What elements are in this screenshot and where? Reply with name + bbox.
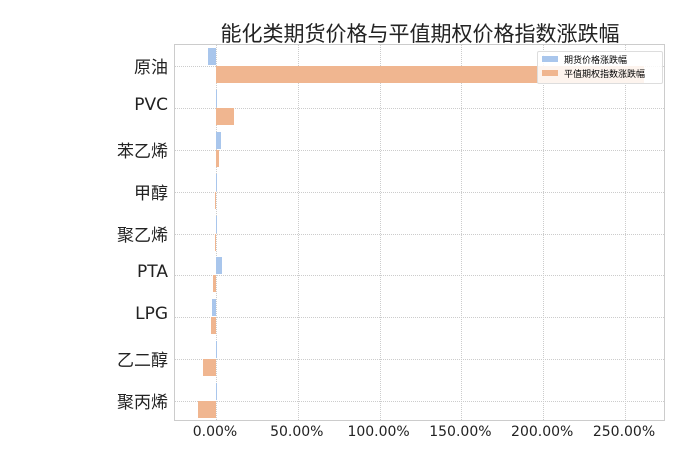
- gridline-horizontal: [175, 401, 664, 403]
- legend: 期货价格涨跌幅 平值期权指数涨跌幅: [537, 51, 663, 84]
- legend-label: 期货价格涨跌幅: [564, 55, 628, 66]
- gridline-vertical: [625, 45, 626, 420]
- legend-label: 平值期权指数涨跌幅: [564, 69, 646, 80]
- gridline-horizontal: [175, 359, 664, 361]
- bar-futures: [216, 131, 221, 149]
- bar-futures: [216, 173, 217, 191]
- bar-futures: [216, 215, 217, 233]
- x-tick-label: 50.00%: [270, 424, 324, 440]
- gridline-vertical: [216, 45, 217, 420]
- x-tick-label: 250.00%: [592, 424, 656, 440]
- bar-options: [214, 233, 216, 251]
- y-tick-label: 苯乙烯: [117, 141, 168, 162]
- plot-area: [174, 44, 665, 421]
- gridline-horizontal: [175, 149, 664, 151]
- legend-swatch-options: [542, 70, 558, 76]
- gridline-horizontal: [175, 275, 664, 277]
- bar-options: [216, 107, 234, 125]
- bar-futures: [216, 89, 217, 107]
- y-tick-label: 甲醇: [134, 183, 168, 204]
- y-tick-label: PTA: [137, 262, 168, 283]
- x-tick-label: 0.00%: [192, 424, 238, 440]
- x-tick-label: 200.00%: [511, 424, 574, 440]
- x-tick-label: 100.00%: [347, 424, 410, 440]
- gridline-horizontal: [175, 233, 664, 235]
- bar-options: [210, 317, 216, 335]
- bar-futures: [208, 47, 216, 65]
- legend-swatch-futures: [542, 56, 558, 62]
- bar-options: [215, 191, 217, 209]
- y-tick-label: 聚丙烯: [117, 393, 168, 414]
- bar-options: [216, 149, 220, 167]
- legend-item-futures: 期货价格涨跌幅: [538, 52, 662, 66]
- bar-options: [198, 401, 216, 419]
- bar-options: [216, 65, 644, 83]
- bar-options: [212, 275, 216, 293]
- y-tick-label: 聚乙烯: [117, 225, 168, 246]
- bar-futures: [216, 383, 217, 401]
- bar-futures: [216, 257, 222, 275]
- gridline-horizontal: [175, 107, 664, 109]
- gridline-horizontal: [175, 191, 664, 193]
- gridline-vertical: [379, 45, 381, 420]
- y-tick-label: 乙二醇: [117, 351, 168, 372]
- y-tick-label: 原油: [134, 57, 168, 78]
- y-tick-label: PVC: [134, 94, 168, 115]
- gridline-horizontal: [175, 317, 664, 319]
- bar-futures: [211, 299, 216, 317]
- legend-item-options: 平值期权指数涨跌幅: [538, 66, 662, 80]
- bar-options: [202, 359, 216, 377]
- gridline-vertical: [543, 45, 545, 420]
- y-tick-label: LPG: [135, 304, 168, 325]
- bar-futures: [216, 341, 217, 359]
- gridline-vertical: [297, 45, 299, 420]
- chart-title: 能化类期货价格与平值期权价格指数涨跌幅: [220, 22, 620, 46]
- x-tick-label: 150.00%: [429, 424, 492, 440]
- gridline-vertical: [461, 45, 463, 420]
